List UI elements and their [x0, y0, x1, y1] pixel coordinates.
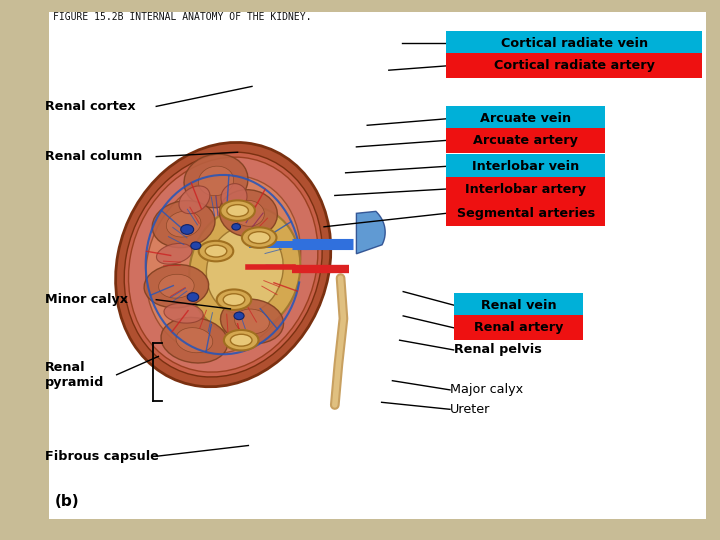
Text: Ureter: Ureter: [450, 403, 490, 416]
Ellipse shape: [145, 176, 301, 354]
Ellipse shape: [224, 330, 258, 350]
Text: Renal pelvis: Renal pelvis: [454, 343, 541, 356]
Text: FIGURE 15.2B INTERNAL ANATOMY OF THE KIDNEY.: FIGURE 15.2B INTERNAL ANATOMY OF THE KID…: [53, 12, 311, 22]
Ellipse shape: [187, 293, 199, 301]
Ellipse shape: [220, 200, 255, 221]
Ellipse shape: [220, 190, 277, 237]
Ellipse shape: [207, 226, 283, 314]
Ellipse shape: [124, 152, 323, 377]
Ellipse shape: [232, 224, 240, 230]
Ellipse shape: [181, 225, 194, 234]
Ellipse shape: [221, 184, 247, 211]
FancyBboxPatch shape: [446, 177, 605, 201]
FancyBboxPatch shape: [446, 31, 702, 56]
Ellipse shape: [176, 328, 213, 353]
FancyBboxPatch shape: [446, 53, 702, 78]
Text: Minor calyx: Minor calyx: [45, 293, 127, 306]
FancyBboxPatch shape: [446, 154, 605, 179]
Text: Renal cortex: Renal cortex: [45, 100, 135, 113]
FancyBboxPatch shape: [454, 293, 583, 318]
Text: (b): (b): [55, 494, 79, 509]
Ellipse shape: [144, 265, 209, 308]
Ellipse shape: [164, 303, 203, 323]
Ellipse shape: [199, 241, 233, 261]
Ellipse shape: [223, 294, 245, 306]
Ellipse shape: [166, 211, 201, 237]
Ellipse shape: [233, 200, 264, 226]
FancyBboxPatch shape: [454, 315, 583, 340]
Ellipse shape: [156, 244, 192, 264]
Text: Renal column: Renal column: [45, 150, 142, 163]
Ellipse shape: [235, 309, 269, 334]
Ellipse shape: [158, 274, 194, 298]
Text: Renal
pyramid: Renal pyramid: [45, 361, 104, 389]
Ellipse shape: [128, 157, 318, 372]
Ellipse shape: [152, 200, 215, 248]
Polygon shape: [356, 211, 385, 254]
Text: Cortical radiate vein: Cortical radiate vein: [500, 37, 648, 50]
Ellipse shape: [234, 312, 244, 320]
FancyBboxPatch shape: [446, 128, 605, 153]
Ellipse shape: [116, 143, 330, 387]
Text: Major calyx: Major calyx: [450, 383, 523, 396]
Ellipse shape: [184, 154, 248, 208]
Text: Arcuate artery: Arcuate artery: [473, 134, 578, 147]
Ellipse shape: [179, 186, 210, 214]
Text: Renal vein: Renal vein: [480, 299, 557, 312]
Ellipse shape: [242, 227, 276, 248]
FancyBboxPatch shape: [49, 12, 706, 519]
Ellipse shape: [220, 299, 284, 343]
FancyBboxPatch shape: [446, 106, 605, 131]
Ellipse shape: [191, 242, 201, 249]
Ellipse shape: [217, 289, 251, 310]
Ellipse shape: [248, 232, 270, 244]
Text: Segmental arteries: Segmental arteries: [456, 207, 595, 220]
Text: Arcuate vein: Arcuate vein: [480, 112, 571, 125]
Text: Cortical radiate artery: Cortical radiate artery: [494, 59, 654, 72]
Ellipse shape: [227, 205, 248, 217]
Ellipse shape: [205, 245, 227, 257]
FancyBboxPatch shape: [446, 201, 605, 226]
Text: Renal artery: Renal artery: [474, 321, 563, 334]
Ellipse shape: [199, 166, 233, 195]
Text: Interlobar vein: Interlobar vein: [472, 160, 579, 173]
Text: Interlobar artery: Interlobar artery: [465, 183, 586, 195]
Text: Fibrous capsule: Fibrous capsule: [45, 450, 158, 463]
Ellipse shape: [161, 318, 228, 363]
Ellipse shape: [189, 206, 300, 334]
Ellipse shape: [230, 334, 252, 346]
